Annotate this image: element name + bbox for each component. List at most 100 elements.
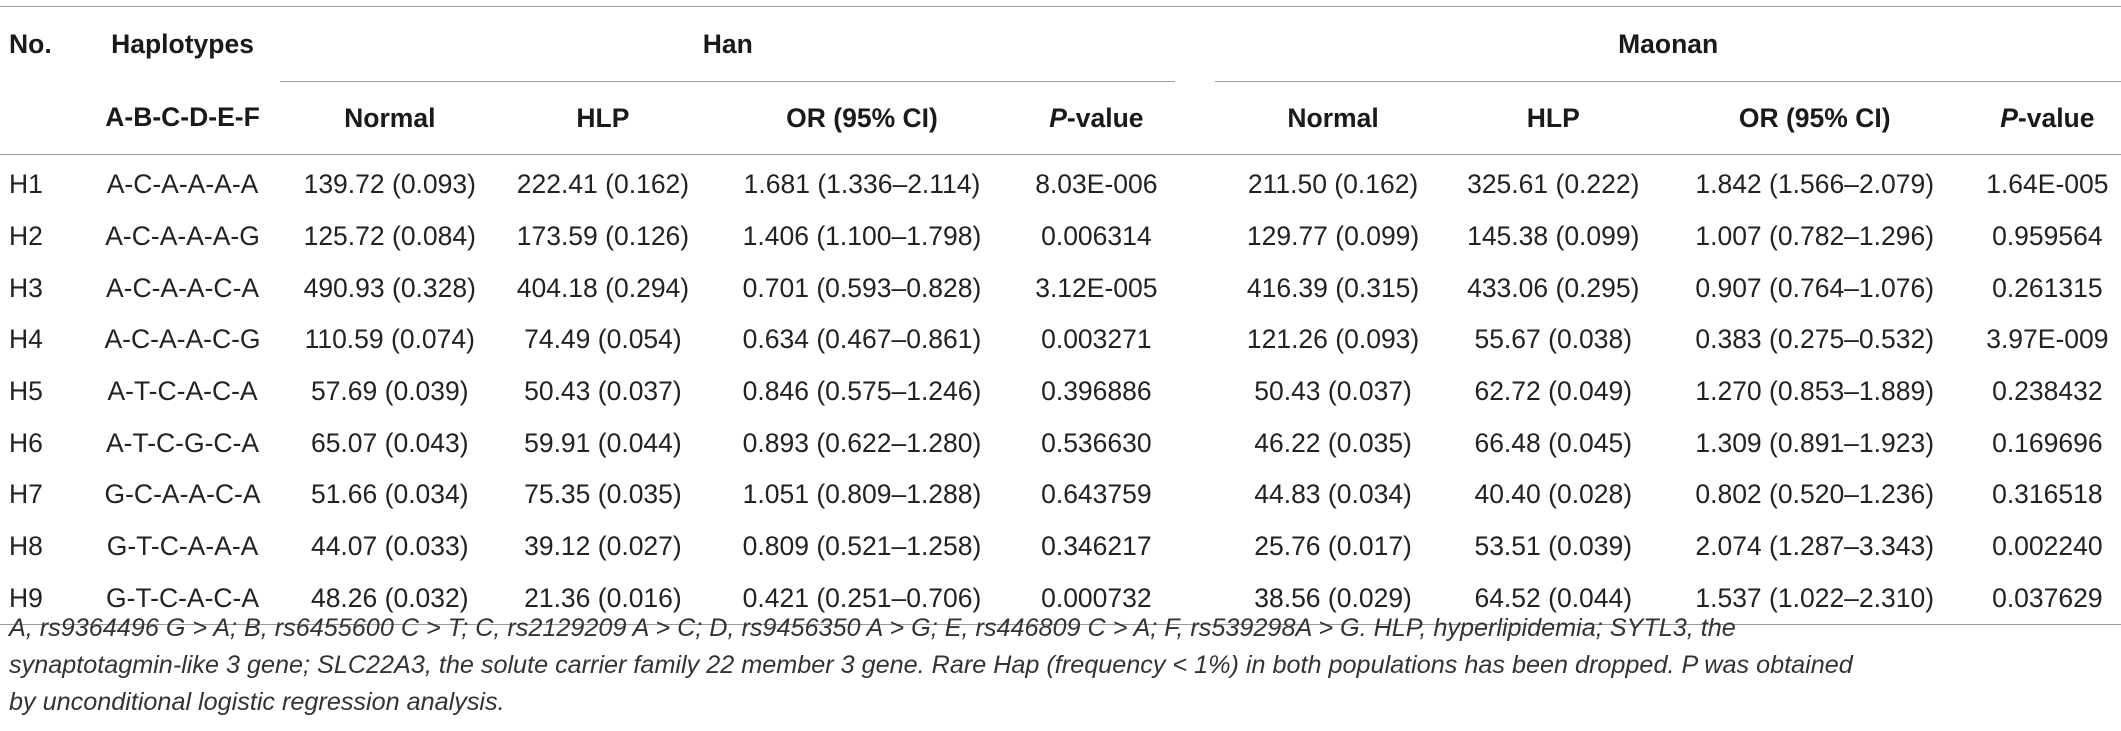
cell-han-normal: 48.26 (0.032) [280,572,500,626]
cell-gap [1175,262,1215,314]
col-header-mao-or: OR (95% CI) [1738,102,1891,133]
cell-han-pvalue: 0.643759 [1041,479,1152,510]
cell-mao-or: 1.537 (1.022–2.310) [1655,572,1974,626]
group-header-han: Han [280,6,1176,82]
cell-mao-or: 0.907 (0.764–1.076) [1695,272,1935,303]
cell-no: H3 [9,272,43,303]
cell-han-pvalue: 0.003271 [1041,324,1152,355]
cell-han-normal: 110.59 (0.074) [304,324,475,355]
cell-han-or: 0.421 (0.251–0.706) [706,572,1018,626]
cell-gap [1175,366,1215,418]
cell-mao-hlp: 55.67 (0.038) [1474,324,1633,355]
cell-han-hlp: 50.43 (0.037) [524,376,682,407]
cell-mao-hlp: 53.51 (0.039) [1474,531,1633,562]
cell-gap [1175,572,1216,626]
table-footnote: A, rs9364496 G > A; B, rs6455600 C > T; … [9,610,2109,721]
cell-han-hlp: 39.12 (0.027) [524,531,682,562]
table-row: H4 A-C-A-A-C-G 110.59 (0.074) 74.49 (0.054)… [0,314,2121,366]
cell-han-or: 0.701 (0.593–0.828) [742,272,982,303]
col-header-no-blank [0,82,85,155]
cell-han-normal: 57.69 (0.039) [310,376,469,407]
cell-mao-normal: 46.22 (0.035) [1254,427,1412,458]
cell-haplotype: A-C-A-A-C-A [105,272,260,303]
footnote-line-2: synaptotagmin-like 3 gene; SLC22A3, the … [9,651,1853,679]
cell-no: H4 [9,324,43,355]
cell-mao-normal: 211.50 (0.162) [1247,169,1419,200]
cell-haplotype: G-C-A-A-C-A [104,479,261,510]
cell-mao-normal: 121.26 (0.093) [1246,324,1420,355]
col-header-mao-normal: Normal [1287,102,1379,133]
cell-han-or: 1.681 (1.336–2.114) [743,169,981,200]
col-header-no: No. [9,28,52,59]
cell-mao-pvalue: 0.959564 [1992,221,2103,252]
col-header-haplotypes: Haplotypes [111,28,254,59]
cell-no: H8 [9,531,43,562]
cell-haplotype: A-T-C-A-C-A [107,376,258,407]
cell-mao-or: 1.270 (0.853–1.889) [1695,376,1935,407]
col-header-mao-pvalue: P-value [2000,102,2095,133]
cell-mao-pvalue: 0.316518 [1992,479,2103,510]
footnote-line-3: by unconditional logistic regression ana… [9,688,505,716]
cell-mao-hlp: 66.48 (0.045) [1474,427,1633,458]
cell-han-pvalue: 0.346217 [1041,531,1152,562]
table-row: H7 G-C-A-A-C-A 51.66 (0.034) 75.35 (0.035) 1… [0,469,2121,521]
cell-no: H7 [9,479,43,510]
cell-mao-pvalue: 0.002240 [1992,531,2103,562]
cell-han-pvalue: 8.03E-006 [1035,169,1158,200]
cell-han-pvalue: 0.536630 [1041,427,1152,458]
cell-mao-pvalue: 0.169696 [1992,427,2103,458]
col-header-gap [1175,82,1215,155]
cell-haplotype: A-C-A-A-A-A [106,169,259,200]
cell-mao-or: 0.802 (0.520–1.236) [1695,479,1935,510]
cell-no: H9 [0,572,85,626]
cell-mao-normal: 416.39 (0.315) [1246,272,1420,303]
cell-mao-hlp: 145.38 (0.099) [1467,221,1640,252]
col-header-haplotype-order: A-B-C-D-E-F [105,102,260,133]
cell-mao-normal: 129.77 (0.099) [1246,221,1420,252]
table-row: H2 A-C-A-A-A-G 125.72 (0.084) 173.59 (0.126… [0,211,2121,263]
cell-no: H1 [9,169,43,200]
cell-mao-normal: 38.56 (0.029) [1215,572,1451,626]
table-row: H3 A-C-A-A-C-A 490.93 (0.328) 404.18 (0.294… [0,262,2121,314]
cell-mao-or: 1.309 (0.891–1.923) [1695,427,1935,458]
cell-gap [1175,314,1215,366]
col-header-han-pvalue: P-value [1049,102,1144,133]
col-header-han-or: OR (95% CI) [786,102,938,133]
cell-haplotype: G-T-C-A-C-A [84,572,281,626]
group-gap [1175,7,1215,82]
table-row: H1 A-C-A-A-A-A 139.72 (0.093) 222.41 (0.162… [0,155,2121,211]
cell-mao-hlp: 325.61 (0.222) [1467,169,1640,200]
cell-han-normal: 125.72 (0.084) [303,221,476,252]
cell-gap [1175,469,1215,521]
cell-haplotype: A-C-A-A-C-G [104,324,261,355]
cell-han-or: 0.809 (0.521–1.258) [742,531,982,562]
col-header-han-normal: Normal [344,102,436,133]
cell-han-hlp: 21.36 (0.016) [499,572,707,626]
cell-han-normal: 65.07 (0.043) [310,427,469,458]
cell-han-hlp: 404.18 (0.294) [516,272,690,303]
cell-mao-hlp: 40.40 (0.028) [1474,479,1633,510]
header-row-subcolumns: A-B-C-D-E-F Normal HLP OR (95% CI) P-val… [0,82,2121,155]
header-row-groups: No. Haplotypes Han Maonan [0,6,2121,82]
cell-mao-pvalue: 1.64E-005 [1986,169,2109,200]
cell-gap [1175,521,1215,573]
cell-mao-or: 1.007 (0.782–1.296) [1695,221,1935,252]
cell-mao-pvalue: 0.261315 [1992,272,2103,303]
cell-mao-pvalue: 0.238432 [1992,376,2103,407]
group-header-maonan: Maonan [1215,6,2121,82]
cell-mao-pvalue: 0.037629 [1973,572,2121,626]
cell-mao-normal: 25.76 (0.017) [1254,531,1412,562]
table-row: H6 A-T-C-G-C-A 65.07 (0.043) 59.91 (0.044) 0… [0,417,2121,469]
cell-mao-hlp: 64.52 (0.044) [1450,572,1656,626]
cell-han-normal: 139.72 (0.093) [303,169,476,200]
cell-han-hlp: 75.35 (0.035) [524,479,682,510]
cell-gap [1175,211,1215,263]
cell-no: H6 [9,427,43,458]
cell-han-pvalue: 0.006314 [1041,221,1152,252]
cell-mao-or: 1.842 (1.566–2.079) [1695,169,1935,200]
cell-haplotype: G-T-C-A-A-A [106,531,259,562]
cell-mao-pvalue: 3.97E-009 [1986,324,2109,355]
table-body: H1 A-C-A-A-A-A 139.72 (0.093) 222.41 (0.162… [0,155,2121,626]
cell-han-pvalue: 3.12E-005 [1035,272,1158,303]
table-row: H8 G-T-C-A-A-A 44.07 (0.033) 39.12 (0.027) 0… [0,521,2121,573]
